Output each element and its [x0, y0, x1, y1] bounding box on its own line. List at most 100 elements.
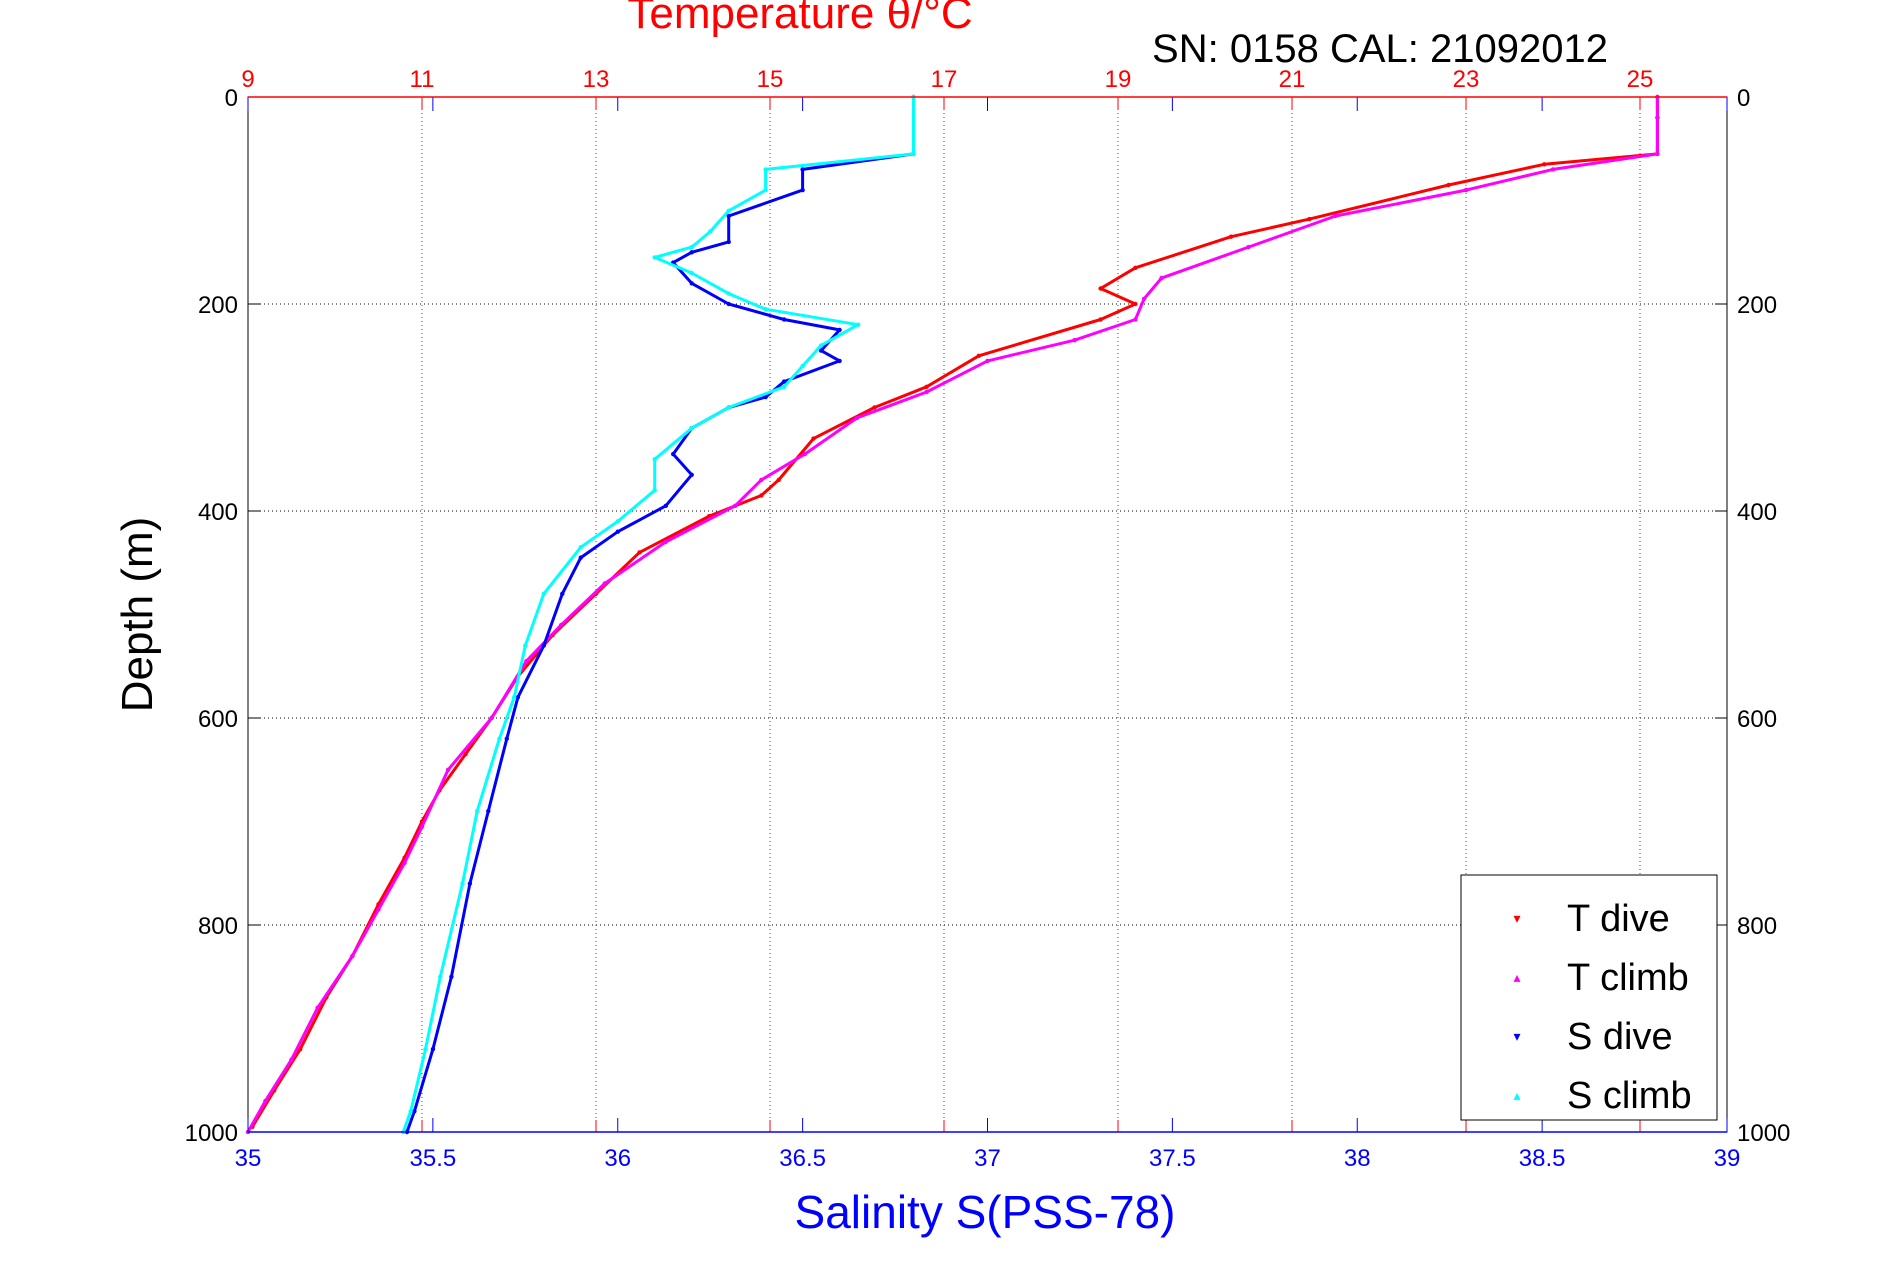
data-point — [1655, 151, 1660, 157]
data-point — [985, 358, 990, 364]
y-tick-label: 200 — [198, 292, 238, 319]
data-point — [376, 907, 381, 912]
data-point — [818, 348, 824, 353]
top-tick-label: 23 — [1453, 66, 1480, 93]
series-s-climb — [401, 94, 916, 1135]
data-point — [689, 250, 694, 255]
y-tick-label: 800 — [198, 913, 238, 940]
data-point — [924, 384, 929, 389]
top-tick-label: 17 — [931, 66, 958, 93]
data-point — [541, 591, 546, 596]
axes: 0 0 200 200 400 400 600 600 800 800 1000 1000 9 11 13 1… — [185, 66, 1791, 1172]
top-tick-label: 21 — [1279, 66, 1306, 93]
data-point — [602, 581, 607, 586]
legend-label: T dive — [1567, 898, 1670, 940]
data-point — [560, 591, 565, 596]
y-tick-label: 400 — [198, 499, 238, 526]
data-point — [559, 622, 564, 628]
data-point — [854, 415, 860, 421]
data-point — [811, 436, 816, 441]
data-point — [671, 451, 676, 457]
data-point — [541, 643, 546, 648]
data-point — [726, 239, 731, 245]
data-point — [419, 824, 425, 829]
y-tick-label-right: 400 — [1737, 499, 1777, 526]
data-point — [1133, 265, 1138, 270]
data-point — [733, 503, 738, 508]
data-point — [652, 457, 657, 462]
data-point — [837, 327, 842, 333]
data-point — [763, 307, 768, 312]
data-point — [976, 353, 981, 358]
y-tick-label: 0 — [225, 85, 238, 112]
legend-marker: ▾ — [1513, 910, 1520, 926]
data-point — [911, 151, 916, 157]
data-point — [315, 1005, 320, 1010]
data-point — [412, 1109, 417, 1114]
data-point — [1098, 317, 1103, 322]
data-point — [652, 488, 657, 493]
data-point — [467, 881, 473, 886]
data-point — [872, 405, 877, 410]
x-axis-label: Salinity S(PSS-78) — [795, 1186, 1176, 1238]
top-tick-label: 15 — [757, 66, 784, 93]
data-point — [524, 658, 529, 664]
data-point — [578, 545, 583, 550]
data-point — [515, 695, 521, 700]
data-point — [402, 860, 407, 866]
y-tick-label-right: 0 — [1737, 85, 1750, 112]
data-point — [578, 555, 583, 560]
data-point — [759, 477, 764, 483]
bottom-tick-label: 38.5 — [1519, 1145, 1566, 1172]
data-point — [298, 1047, 303, 1052]
y-tick-label: 600 — [198, 706, 238, 733]
series-t-climb — [245, 94, 1660, 1135]
legend-marker: ▴ — [1513, 969, 1520, 985]
legend-label: S dive — [1567, 1016, 1673, 1058]
data-point — [726, 213, 731, 219]
data-point — [408, 1109, 413, 1114]
data-point — [689, 426, 694, 431]
data-point — [430, 1047, 436, 1052]
legend-marker: ▾ — [1513, 1028, 1520, 1044]
series-line — [246, 97, 1659, 1133]
data-point — [289, 1057, 294, 1062]
data-point — [726, 208, 731, 213]
data-point — [497, 736, 502, 741]
y-tick-label-right: 800 — [1737, 913, 1777, 940]
data-point — [1463, 187, 1469, 193]
top-tick-label: 13 — [583, 66, 610, 93]
data-point — [924, 389, 929, 395]
bottom-tick-label: 36 — [604, 1145, 631, 1172]
data-point — [689, 244, 694, 250]
data-point — [1550, 167, 1556, 172]
data-point — [837, 358, 842, 364]
data-point — [1133, 301, 1138, 307]
data-point — [652, 255, 657, 260]
bottom-tick-label: 36.5 — [779, 1145, 826, 1172]
data-point — [800, 167, 805, 172]
data-point — [1446, 182, 1451, 188]
legend-marker: ▴ — [1513, 1087, 1520, 1103]
data-point — [776, 477, 781, 483]
instrument-text: SN: 0158 CAL: 21092012 — [1152, 27, 1608, 71]
data-point — [855, 322, 861, 327]
data-point — [1307, 216, 1312, 222]
data-point — [781, 384, 787, 389]
data-point — [460, 881, 465, 886]
data-point — [759, 493, 764, 498]
data-point — [523, 643, 528, 648]
y-tick-label-right: 200 — [1737, 292, 1777, 319]
data-point — [818, 343, 824, 348]
data-point — [489, 715, 494, 721]
top-tick-label: 25 — [1627, 66, 1654, 93]
data-point — [486, 808, 491, 814]
data-point — [802, 451, 807, 457]
bottom-tick-label: 35.5 — [410, 1145, 457, 1172]
data-point — [1542, 162, 1547, 167]
data-point — [438, 974, 443, 979]
data-point — [726, 405, 731, 410]
data-point — [689, 270, 694, 276]
bottom-tick-label: 38 — [1344, 1145, 1371, 1172]
